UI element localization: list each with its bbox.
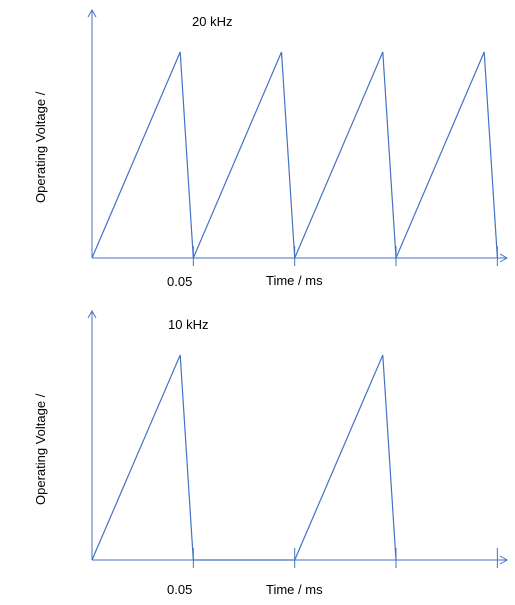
x-tick-marks [192, 548, 498, 568]
x-axis-label: Time / ms [266, 273, 323, 288]
x-axis-label: Time / ms [266, 582, 323, 597]
chart-title: 10 kHz [168, 317, 208, 332]
sawtooth-series-line [91, 354, 397, 561]
chart-10khz: 10 kHz 0.05 Time / ms Operating Voltage … [33, 309, 509, 597]
sawtooth-series-line [91, 51, 498, 259]
chart-title: 20 kHz [192, 14, 232, 29]
x-axis-arrowhead [499, 253, 509, 263]
x-axis-arrowhead [499, 555, 509, 565]
y-axis-label: Operating Voltage / [33, 393, 48, 505]
y-axis-label: Operating Voltage / [33, 91, 48, 203]
x-tick-marks [192, 246, 498, 266]
chart-20khz: 20 kHz 0.05 Time / ms Operating Voltage … [33, 8, 509, 289]
y-axis-arrowhead [87, 8, 97, 18]
y-axis-arrowhead [87, 309, 97, 319]
x-tick-label: 0.05 [167, 582, 192, 597]
x-tick-label: 0.05 [167, 274, 192, 289]
